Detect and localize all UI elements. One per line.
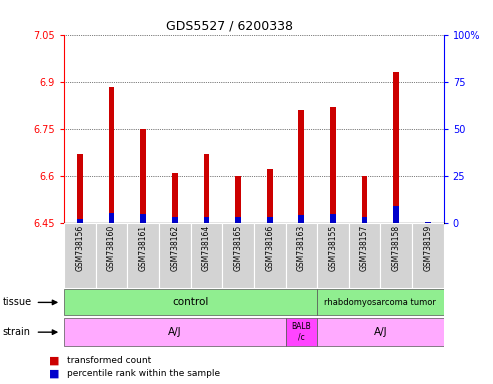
Text: rhabdomyosarcoma tumor: rhabdomyosarcoma tumor [324,298,436,307]
Bar [425,222,431,223]
Bar [267,217,273,223]
Text: GSM738159: GSM738159 [423,225,432,271]
Text: GSM738161: GSM738161 [139,225,148,271]
Bar [330,214,336,223]
Bar [267,169,273,223]
Bar [172,172,177,223]
Text: GSM738166: GSM738166 [265,225,274,271]
Bar [425,222,431,223]
Bar [285,318,317,346]
Bar [127,223,159,288]
Bar [330,107,336,223]
Text: transformed count: transformed count [67,356,151,365]
Bar [191,223,222,288]
Text: A/J: A/J [374,327,387,337]
Text: GSM738162: GSM738162 [170,225,179,271]
Bar [317,223,349,288]
Bar [141,214,146,223]
Bar [393,206,399,223]
Text: ■: ■ [49,355,60,365]
Bar [317,290,444,315]
Bar [285,223,317,288]
Bar [235,217,241,223]
Text: GSM738155: GSM738155 [328,225,338,271]
Bar [393,72,399,223]
Bar [108,213,114,223]
Bar [77,154,83,223]
Text: GSM738160: GSM738160 [107,225,116,271]
Bar [298,215,304,223]
Bar [204,217,210,223]
Bar [362,217,367,223]
Bar [412,223,444,288]
Bar [77,219,83,223]
Bar [254,223,285,288]
Text: percentile rank within the sample: percentile rank within the sample [67,369,220,378]
Bar [108,87,114,223]
Text: GSM738164: GSM738164 [202,225,211,271]
Bar [64,290,317,315]
Bar [235,176,241,223]
Text: A/J: A/J [168,327,181,337]
Bar [64,318,285,346]
Text: BALB
/c: BALB /c [291,323,311,342]
Bar [317,318,444,346]
Text: strain: strain [2,327,31,337]
Bar [96,223,127,288]
Bar [141,129,146,223]
Text: GSM738158: GSM738158 [392,225,401,271]
Bar [362,176,367,223]
Bar [204,154,210,223]
Bar [64,223,96,288]
Bar [349,223,381,288]
Bar [159,223,191,288]
Text: control: control [173,297,209,308]
Text: GSM738156: GSM738156 [75,225,84,271]
Text: tissue: tissue [2,297,32,308]
Text: GSM738163: GSM738163 [297,225,306,271]
Bar [222,223,254,288]
Bar [172,217,177,223]
Text: GDS5527 / 6200338: GDS5527 / 6200338 [166,19,293,32]
Text: GSM738165: GSM738165 [234,225,243,271]
Text: GSM738157: GSM738157 [360,225,369,271]
Bar [381,223,412,288]
Bar [298,110,304,223]
Text: ■: ■ [49,368,60,378]
